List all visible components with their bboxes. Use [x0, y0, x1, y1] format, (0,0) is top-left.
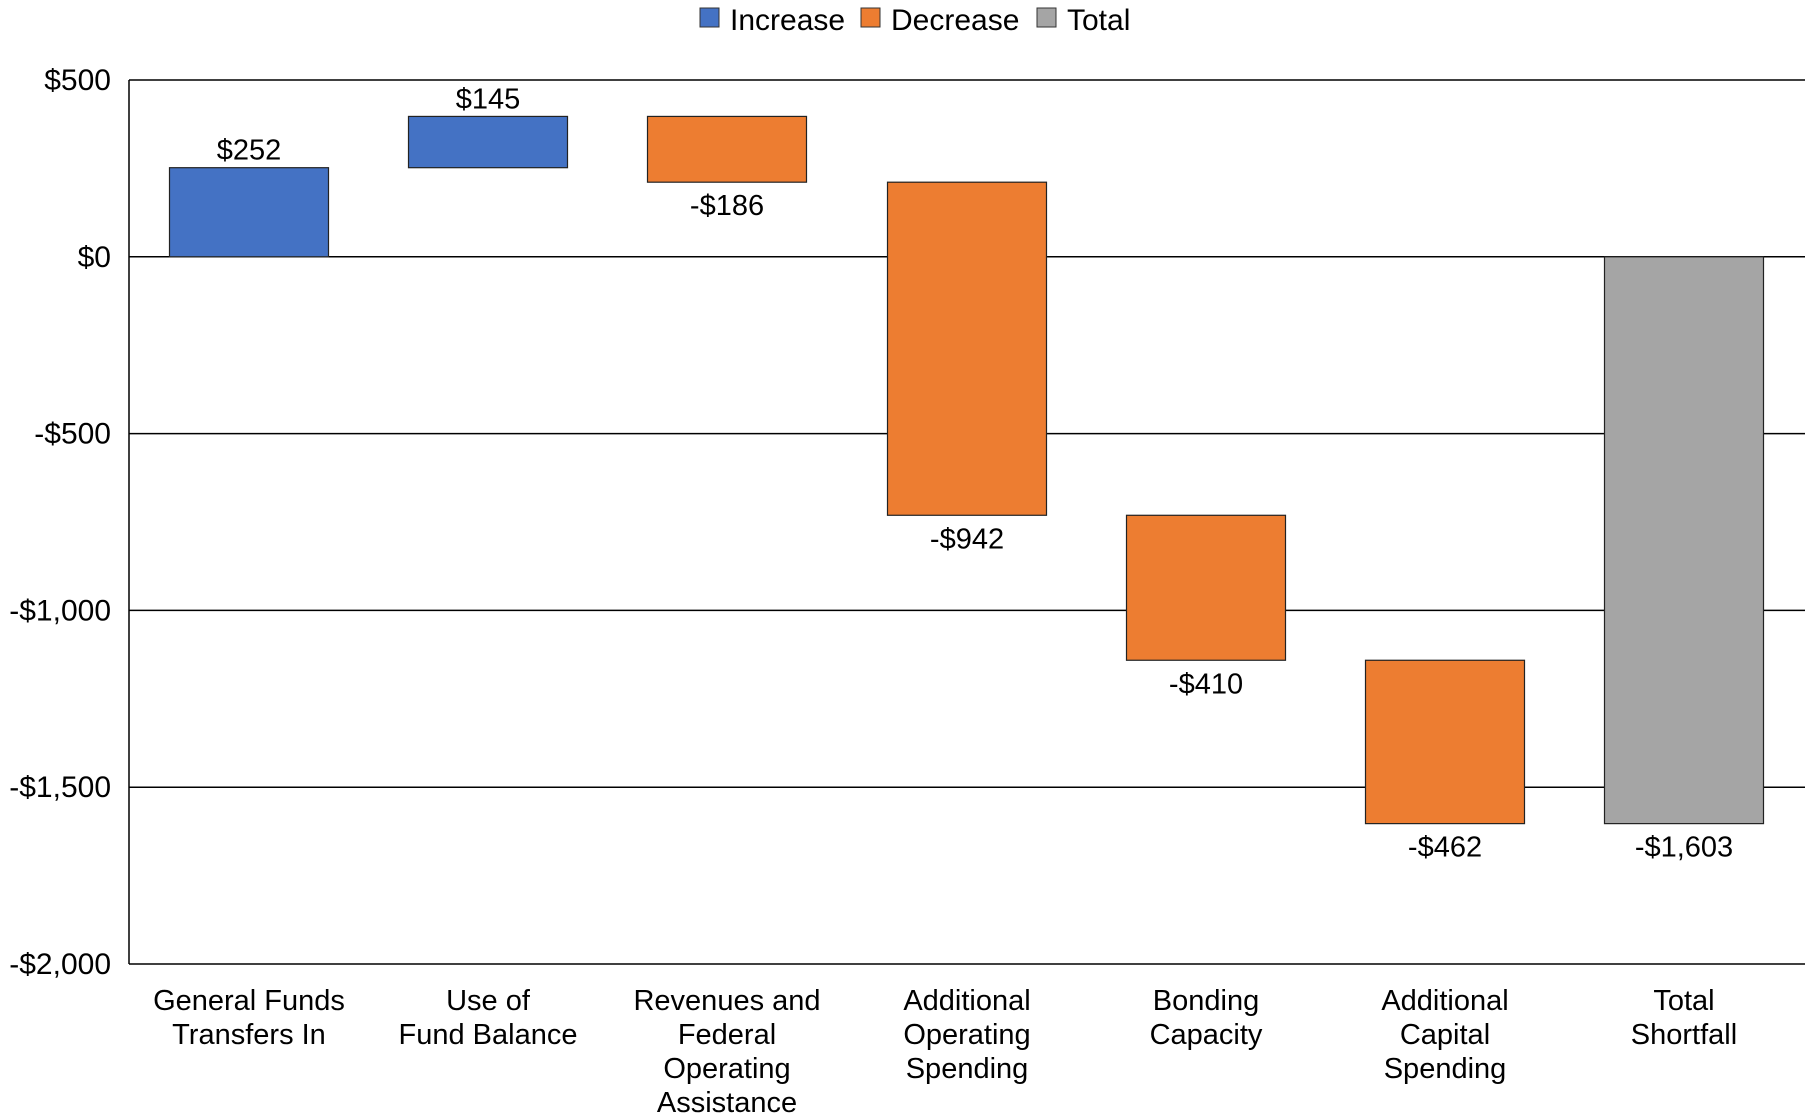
legend-label-increase: Increase: [730, 4, 845, 37]
y-tick-label: -$1,500: [9, 771, 111, 804]
chart-legend: Increase Decrease Total: [699, 4, 1130, 37]
bar-total: [1603, 256, 1765, 825]
bar-increase: [168, 167, 330, 258]
bar-decrease: [1364, 659, 1526, 825]
category-label-line: Operating: [903, 1019, 1030, 1051]
category-label-line: Revenues and: [633, 985, 820, 1017]
category-label-line: Transfers In: [172, 1019, 326, 1051]
y-tick-label: $0: [78, 241, 111, 274]
y-axis-tick-labels: $500 $0 -$500 -$1,000 -$1,500 -$2,000: [9, 64, 111, 981]
legend-label-total: Total: [1067, 4, 1130, 37]
category-label-line: Shortfall: [1631, 1019, 1737, 1051]
y-tick-label: -$500: [34, 418, 111, 451]
data-label: -$942: [930, 523, 1004, 555]
category-label-line: General Funds: [153, 985, 345, 1017]
x-axis-category-labels: General Funds Transfers In Use of Fund Bala…: [153, 985, 1737, 1118]
data-label: -$1,603: [1635, 832, 1733, 864]
category-label: General Funds Transfers In: [153, 985, 345, 1051]
category-label-line: Additional: [1381, 985, 1508, 1017]
category-label-line: Bonding: [1153, 985, 1259, 1017]
y-tick-label: $500: [44, 64, 111, 97]
category-label-line: Spending: [1384, 1053, 1507, 1085]
data-label: -$410: [1169, 668, 1243, 700]
bar-decrease: [1125, 514, 1287, 661]
category-label: Additional Operating Spending: [903, 985, 1030, 1085]
data-labels: $252 $145 -$186 -$942 -$410 -$462 -$1,603: [217, 83, 1733, 863]
bar-decrease: [646, 115, 808, 183]
category-label-line: Fund Balance: [399, 1019, 578, 1051]
data-label: $145: [456, 83, 521, 115]
data-label: $252: [217, 135, 282, 167]
category-label: Bonding Capacity: [1150, 985, 1263, 1051]
category-label-line: Capital: [1400, 1019, 1490, 1051]
legend-label-decrease: Decrease: [891, 4, 1019, 37]
category-label: Use of Fund Balance: [399, 985, 578, 1051]
category-label: Total Shortfall: [1631, 985, 1737, 1051]
data-label: -$186: [690, 190, 764, 222]
y-tick-label: -$2,000: [9, 948, 111, 981]
legend-swatch-decrease: [860, 7, 881, 28]
bar-decrease: [886, 181, 1048, 516]
category-label-line: Federal: [678, 1019, 776, 1051]
legend-swatch-total: [1036, 7, 1057, 28]
category-label-line: Operating: [663, 1053, 790, 1085]
category-label-line: Assistance: [657, 1087, 797, 1118]
category-label: Additional Capital Spending: [1381, 985, 1508, 1085]
bar-increase: [407, 115, 569, 169]
category-label-line: Spending: [906, 1053, 1029, 1085]
category-label: Revenues and Federal Operating Assistance: [633, 985, 820, 1118]
category-label-line: Total: [1653, 985, 1714, 1017]
category-label-line: Use of: [446, 985, 531, 1017]
bars: [168, 115, 1765, 825]
category-label-line: Additional: [903, 985, 1030, 1017]
data-label: -$462: [1408, 832, 1482, 864]
y-tick-label: -$1,000: [9, 594, 111, 627]
legend-swatch-increase: [699, 7, 720, 28]
category-label-line: Capacity: [1150, 1019, 1263, 1051]
